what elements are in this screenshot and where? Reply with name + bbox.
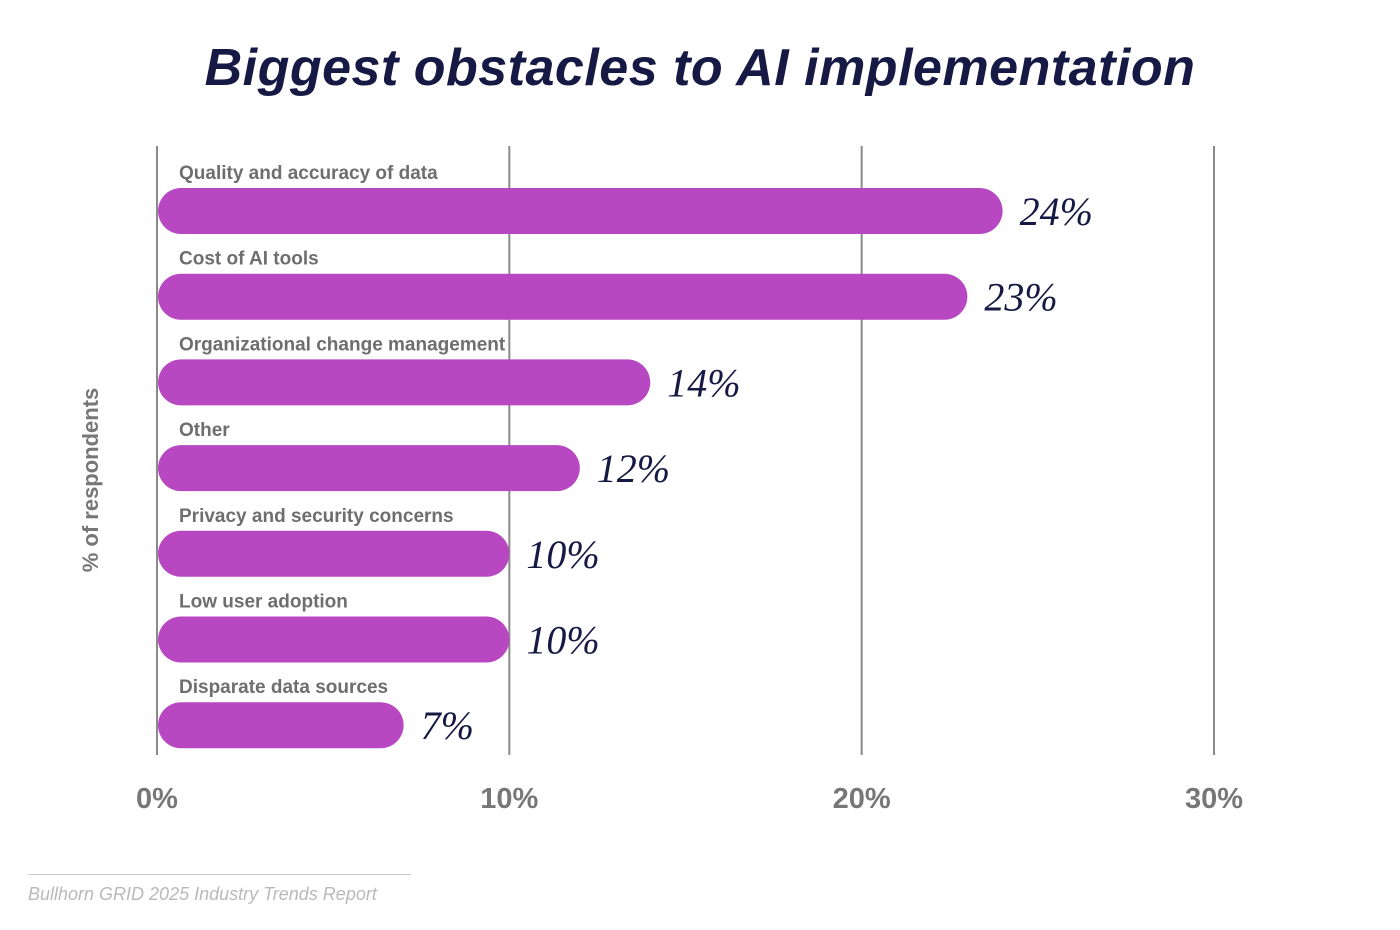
x-tick-label: 30% — [1185, 783, 1243, 815]
bar — [158, 702, 404, 749]
x-tick-label: 10% — [480, 783, 538, 815]
value-label: 10% — [526, 618, 599, 663]
category-label: Quality and accuracy of data — [179, 163, 438, 184]
value-label: 14% — [667, 360, 740, 405]
x-tick-label: 0% — [136, 783, 178, 815]
bar — [158, 359, 651, 406]
y-axis-label: % of respondents — [78, 388, 103, 573]
value-label: 7% — [421, 703, 474, 748]
bar — [158, 445, 580, 492]
value-label: 23% — [984, 275, 1057, 320]
x-tick-label: 20% — [833, 783, 891, 815]
bar — [158, 188, 1003, 234]
source-note: Bullhorn GRID 2025 Industry Trends Repor… — [28, 884, 377, 904]
category-label: Disparate data sources — [179, 677, 388, 698]
category-label: Low user adoption — [179, 592, 348, 613]
category-label: Privacy and security concerns — [179, 506, 454, 527]
bar — [158, 530, 510, 577]
category-label: Organizational change management — [179, 334, 506, 355]
bar — [158, 616, 510, 663]
chart-title: Biggest obstacles to AI implementation — [204, 39, 1196, 97]
source-divider — [28, 874, 411, 875]
value-label: 12% — [597, 446, 670, 491]
bar — [158, 273, 968, 320]
value-label: 24% — [1020, 189, 1093, 234]
category-label: Cost of AI tools — [179, 249, 319, 270]
value-label: 10% — [526, 532, 599, 577]
category-label: Other — [179, 420, 230, 441]
